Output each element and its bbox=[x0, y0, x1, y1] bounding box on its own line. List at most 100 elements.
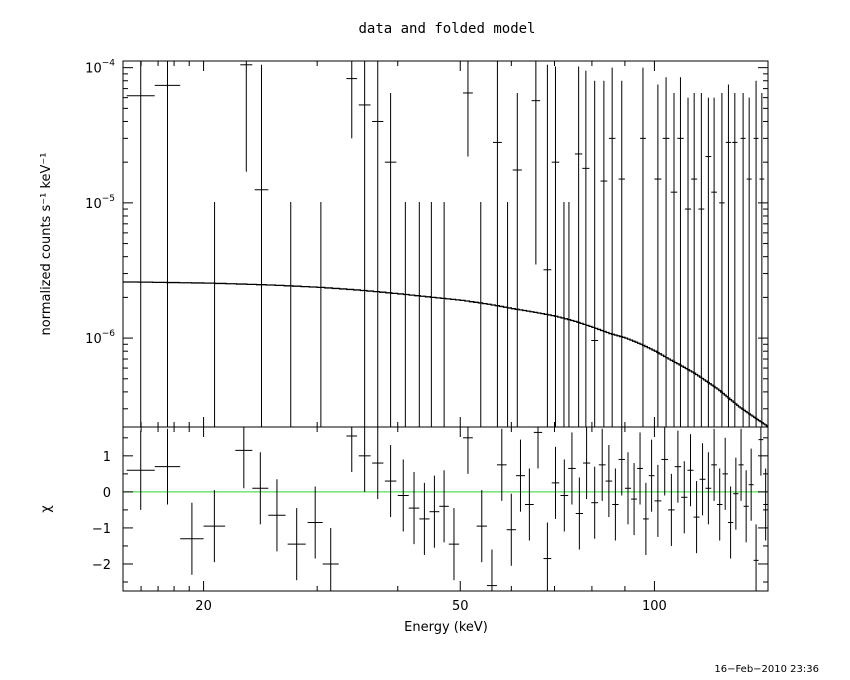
top-x-ticks bbox=[122, 61, 655, 427]
residual-point bbox=[560, 459, 569, 532]
residual-point bbox=[711, 428, 717, 501]
residual-point bbox=[575, 477, 584, 550]
data-point bbox=[591, 80, 599, 427]
residual-point bbox=[543, 522, 552, 591]
data-point bbox=[512, 92, 522, 427]
top-y-axis: 10−6 10−5 10−4 bbox=[85, 59, 768, 410]
residual-point bbox=[681, 461, 688, 534]
data-point bbox=[346, 61, 358, 139]
data-point bbox=[732, 92, 738, 427]
top-y-axis-label: normalized counts s⁻¹ keV⁻¹ bbox=[39, 153, 54, 336]
residual-point bbox=[524, 468, 534, 541]
residual-point bbox=[439, 470, 449, 543]
top-panel-frame bbox=[122, 60, 769, 428]
residual-point bbox=[748, 448, 754, 521]
residual-point bbox=[738, 428, 744, 501]
data-series bbox=[126, 61, 765, 427]
timestamp: 16−Feb−2010 23:36 bbox=[714, 664, 819, 675]
residual-point bbox=[605, 445, 613, 518]
residual-point bbox=[372, 427, 384, 500]
data-point bbox=[126, 61, 155, 427]
residual-point bbox=[642, 482, 649, 555]
residual-point bbox=[668, 473, 675, 546]
residual-point bbox=[763, 468, 768, 541]
residual-point bbox=[654, 464, 662, 537]
residual-point bbox=[268, 479, 286, 552]
data-point bbox=[582, 70, 590, 427]
data-point bbox=[618, 80, 625, 427]
residual-point bbox=[358, 427, 371, 492]
top-panel: 10−6 10−5 10−4 bbox=[85, 59, 769, 428]
data-point bbox=[684, 97, 692, 427]
data-point bbox=[711, 97, 717, 427]
data-point bbox=[531, 61, 541, 265]
data-point bbox=[662, 77, 670, 427]
residual-point bbox=[126, 430, 155, 510]
residual-point bbox=[699, 443, 706, 516]
data-point bbox=[608, 67, 616, 427]
folded-model-series bbox=[123, 281, 768, 427]
data-point bbox=[740, 92, 746, 427]
residual-point bbox=[591, 466, 599, 539]
data-point bbox=[698, 92, 705, 427]
residual-point bbox=[180, 502, 204, 575]
y-tick-label: 10−5 bbox=[85, 194, 115, 212]
residual-point bbox=[705, 452, 712, 525]
data-point bbox=[759, 92, 765, 427]
residual-point bbox=[533, 427, 543, 469]
data-point bbox=[677, 77, 684, 427]
x-tick-label: 20 bbox=[195, 599, 212, 614]
data-point bbox=[574, 66, 583, 427]
residual-point bbox=[716, 468, 723, 541]
data-point bbox=[725, 84, 732, 427]
residual-point bbox=[397, 459, 409, 532]
residual-point bbox=[637, 432, 643, 505]
chart-title: data and folded model bbox=[358, 21, 535, 37]
data-point bbox=[463, 61, 473, 157]
residual-point bbox=[693, 481, 700, 554]
residual-point bbox=[624, 452, 632, 525]
residual-point bbox=[722, 437, 728, 510]
data-point bbox=[543, 64, 552, 427]
x-axis-label: Energy (keV) bbox=[404, 620, 488, 635]
residual-point bbox=[419, 482, 430, 555]
bottom-y-axis-label: χ bbox=[39, 505, 54, 513]
x-tick-label: 50 bbox=[452, 599, 469, 614]
residual-point bbox=[687, 434, 694, 507]
residual-point bbox=[758, 427, 764, 476]
folded-model-line bbox=[123, 281, 768, 427]
residual-point bbox=[583, 427, 591, 500]
data-point bbox=[384, 92, 397, 427]
residual-point bbox=[486, 549, 497, 591]
bottom-y-axis: −2 −1 0 1 bbox=[92, 437, 768, 583]
data-point bbox=[640, 67, 646, 427]
residual-point bbox=[648, 439, 655, 512]
data-point bbox=[254, 64, 269, 427]
data-point bbox=[746, 97, 752, 427]
residual-point bbox=[743, 470, 749, 543]
residual-point bbox=[252, 452, 269, 525]
residual-point bbox=[733, 457, 739, 530]
residual-point bbox=[674, 430, 682, 503]
residual-point bbox=[661, 427, 669, 496]
residual-point bbox=[154, 428, 181, 505]
residual-point bbox=[203, 490, 226, 563]
residual-point bbox=[287, 508, 306, 581]
y-tick-label: 10−4 bbox=[85, 59, 115, 77]
residual-point bbox=[429, 475, 440, 548]
residual-point bbox=[551, 446, 560, 519]
residual-point bbox=[235, 427, 253, 489]
residual-point bbox=[506, 493, 516, 566]
x-tick-label: 100 bbox=[642, 599, 667, 614]
data-point bbox=[719, 92, 725, 427]
residual-series bbox=[126, 427, 768, 591]
data-point bbox=[705, 97, 712, 427]
residual-point bbox=[753, 524, 759, 591]
data-point bbox=[654, 84, 662, 427]
residual-point bbox=[463, 427, 473, 474]
data-point bbox=[154, 61, 181, 427]
residual-point bbox=[476, 490, 487, 563]
data-point bbox=[670, 92, 678, 427]
residual-point bbox=[346, 427, 358, 473]
